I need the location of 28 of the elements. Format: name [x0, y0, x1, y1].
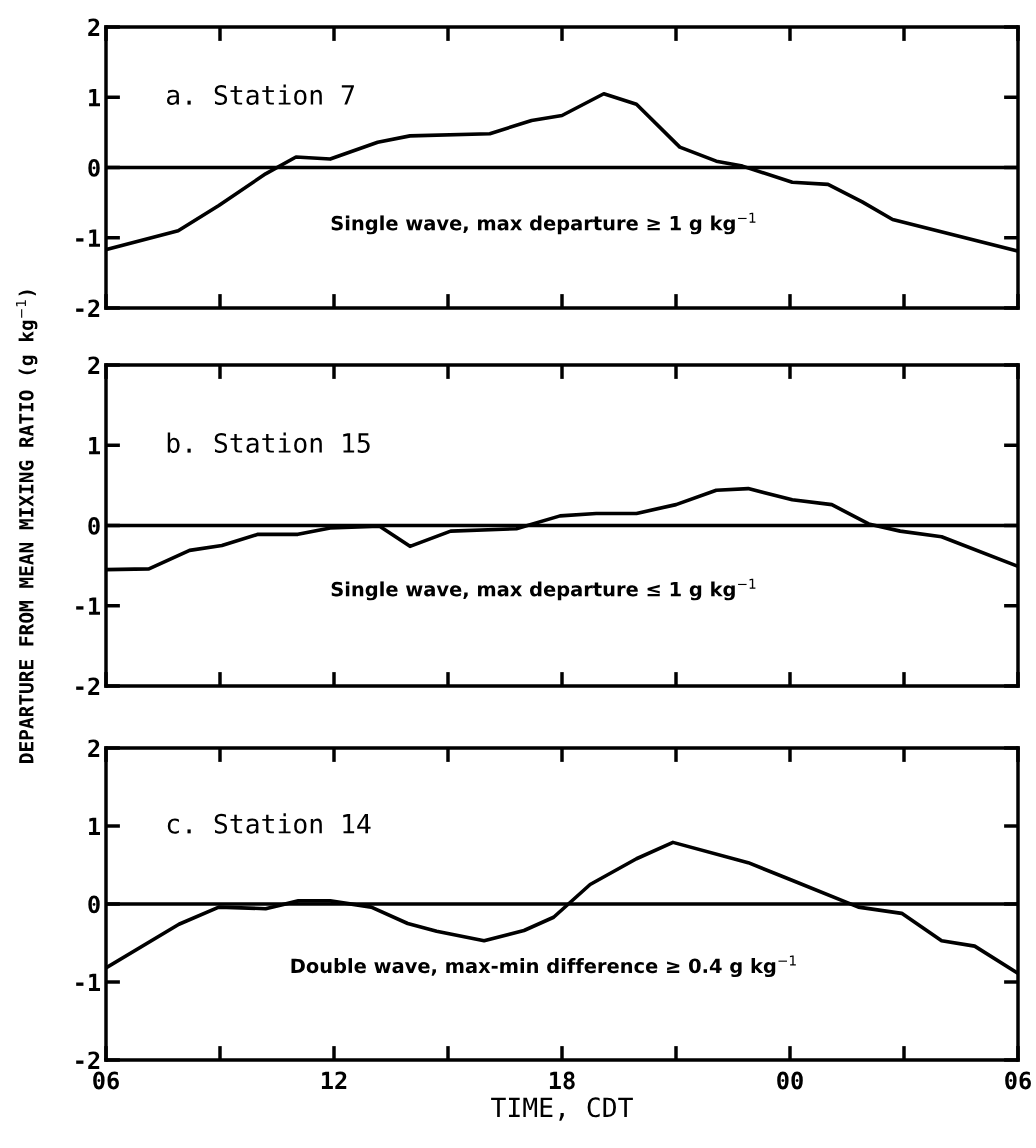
y-axis-title: DEPARTURE FROM MEAN MIXING RATIO (g kg$^{−1}$) [16, 290, 38, 763]
annotation: a. Station 7 [167, 84, 354, 105]
y-tick-label: 0 [88, 516, 100, 535]
y-tick-label: 1 [89, 89, 101, 107]
x-tick-label: 12 [321, 1071, 347, 1090]
x-tick-label: 18 [549, 1071, 575, 1090]
annotation: Single wave, max departure ≤ 1 g kg$^{−1}$ [331, 578, 756, 601]
annotation: b. Station 15 [167, 432, 370, 453]
y-tick-label: 1 [89, 437, 101, 455]
y-tick-label: 0 [88, 158, 100, 177]
x-tick-label: 00 [777, 1071, 803, 1090]
y-tick-label: 2 [88, 356, 100, 374]
annotation: Double wave, max-min difference ≥ 0.4 g kg$^{−1}$ [291, 955, 796, 978]
y-tick-label: 2 [88, 739, 100, 757]
y-tick-label: -2 [76, 299, 100, 317]
y-tick-label: 2 [88, 18, 100, 36]
y-tick-label: 0 [88, 895, 100, 914]
x-axis-title: TIME, CDT [491, 1097, 633, 1121]
y-tick-label: 1 [89, 817, 101, 835]
y-tick-label: -1 [76, 229, 101, 247]
y-tick-label: -2 [76, 677, 100, 695]
y-tick-label: -2 [76, 1051, 100, 1069]
x-tick-label: 06 [1005, 1071, 1031, 1090]
y-tick-label: -1 [76, 973, 101, 991]
y-tick-label: -1 [76, 597, 101, 615]
annotation: Single wave, max departure ≥ 1 g kg$^{−1}$ [331, 212, 756, 235]
annotation: c. Station 14 [167, 813, 371, 834]
x-tick-label: 06 [93, 1071, 119, 1090]
